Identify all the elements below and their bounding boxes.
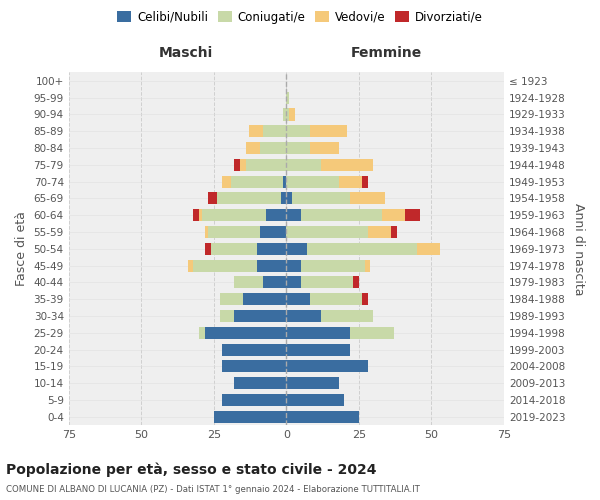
Bar <box>260 142 286 154</box>
Bar <box>211 243 257 255</box>
Bar <box>260 226 286 238</box>
Bar <box>368 226 391 238</box>
Bar <box>289 108 295 120</box>
Y-axis label: Fasce di età: Fasce di età <box>15 212 28 286</box>
Bar <box>286 276 301 288</box>
Bar <box>286 108 289 120</box>
Bar <box>365 260 370 272</box>
Bar <box>202 209 266 222</box>
Bar <box>266 209 286 222</box>
Text: COMUNE DI ALBANO DI LUCANIA (PZ) - Dati ISTAT 1° gennaio 2024 - Elaborazione TUT: COMUNE DI ALBANO DI LUCANIA (PZ) - Dati … <box>6 485 420 494</box>
Bar <box>405 209 420 222</box>
Bar <box>217 192 281 204</box>
Y-axis label: Anni di nascita: Anni di nascita <box>572 202 585 295</box>
Bar <box>257 243 286 255</box>
Bar <box>321 310 373 322</box>
Bar <box>362 293 368 305</box>
Bar <box>205 243 211 255</box>
Bar <box>362 176 368 188</box>
Bar <box>321 159 373 171</box>
Bar <box>286 125 310 138</box>
Bar <box>307 243 417 255</box>
Bar <box>199 326 205 339</box>
Bar <box>234 310 286 322</box>
Bar <box>223 394 286 406</box>
Bar <box>245 142 260 154</box>
Bar <box>205 326 286 339</box>
Bar <box>223 344 286 355</box>
Bar <box>231 176 283 188</box>
Bar <box>220 293 243 305</box>
Bar <box>214 410 286 423</box>
Bar <box>223 360 286 372</box>
Bar <box>286 326 350 339</box>
Bar <box>263 276 286 288</box>
Bar <box>417 243 440 255</box>
Bar <box>245 159 286 171</box>
Bar <box>193 209 199 222</box>
Bar <box>301 276 353 288</box>
Bar <box>353 276 359 288</box>
Bar <box>286 92 289 104</box>
Bar <box>248 125 263 138</box>
Bar <box>286 260 301 272</box>
Text: Maschi: Maschi <box>159 46 214 60</box>
Bar <box>286 209 301 222</box>
Bar <box>286 360 368 372</box>
Bar <box>292 192 350 204</box>
Bar <box>263 125 286 138</box>
Bar <box>310 293 362 305</box>
Bar <box>310 142 338 154</box>
Text: Femmine: Femmine <box>351 46 422 60</box>
Bar <box>199 209 202 222</box>
Bar <box>286 142 310 154</box>
Bar <box>350 326 394 339</box>
Bar <box>286 394 344 406</box>
Bar <box>220 310 234 322</box>
Bar <box>234 276 263 288</box>
Bar <box>286 377 338 389</box>
Bar <box>257 260 286 272</box>
Bar <box>234 159 240 171</box>
Bar <box>208 192 217 204</box>
Bar <box>350 192 385 204</box>
Bar <box>286 176 338 188</box>
Bar <box>286 410 359 423</box>
Bar <box>240 159 245 171</box>
Bar <box>391 226 397 238</box>
Bar <box>301 209 382 222</box>
Bar <box>286 192 292 204</box>
Bar <box>286 293 310 305</box>
Bar <box>234 377 286 389</box>
Bar <box>382 209 405 222</box>
Bar <box>286 226 368 238</box>
Bar <box>338 176 362 188</box>
Bar <box>243 293 286 305</box>
Bar <box>283 176 286 188</box>
Bar <box>205 226 208 238</box>
Bar <box>286 344 350 355</box>
Bar <box>188 260 193 272</box>
Bar <box>301 260 365 272</box>
Bar <box>310 125 347 138</box>
Bar <box>286 310 321 322</box>
Bar <box>286 159 321 171</box>
Bar <box>283 108 286 120</box>
Legend: Celibi/Nubili, Coniugati/e, Vedovi/e, Divorziati/e: Celibi/Nubili, Coniugati/e, Vedovi/e, Di… <box>112 6 488 28</box>
Bar <box>193 260 257 272</box>
Bar <box>286 243 307 255</box>
Bar <box>223 176 231 188</box>
Text: Popolazione per età, sesso e stato civile - 2024: Popolazione per età, sesso e stato civil… <box>6 462 377 477</box>
Bar <box>208 226 260 238</box>
Bar <box>281 192 286 204</box>
